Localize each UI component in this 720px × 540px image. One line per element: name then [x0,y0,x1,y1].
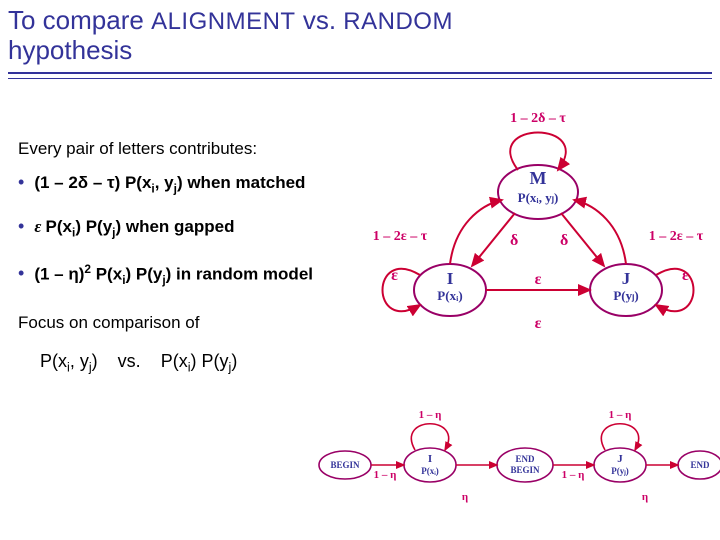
node-ri-prob: P(xᵢ) [421,466,439,476]
edge-j-m [574,200,626,264]
bullet-2-text: ε P(xi) P(yj) when gapped [34,217,234,239]
edge-i-self-label: 1 – 2ε – τ [373,229,428,244]
compare-line: P(xi, yj) vs. P(xi) P(yj) [40,351,720,375]
edge-j-self-label: 1 – 2ε – τ [649,229,704,244]
title-caps1: ALIGNMENT [151,8,296,35]
b3-sup: 2 [84,262,91,276]
node-i-label: I [447,269,454,288]
edge-m-j-label: δ [560,232,568,249]
title-caps2: RANDOM [343,8,453,35]
bullet-1-text: (1 – 2δ – τ) P(xi, yj) when matched [34,173,305,195]
edge-eps-left: ε [391,267,398,284]
b1-pre: (1 – 2δ – τ) P(x [34,173,151,192]
bullet-dot: • [18,173,24,191]
node-begin-label: BEGIN [330,460,360,470]
node-endbegin-label1: END [515,454,535,464]
node-j-prob: P(yⱼ) [613,288,638,303]
compare-left: P(xi, yj) [40,351,103,371]
edge-i-m [450,200,502,264]
edge-i-j-label: ε [535,271,542,288]
node-endbegin-label2: BEGIN [510,465,540,475]
cr-pre: P(x [161,351,188,371]
random-model-diagram: BEGIN I P(xᵢ) END BEGIN J P(yⱼ) END 1 – … [315,400,720,520]
eta-left: η [462,491,468,503]
edge-m-self-label: 1 – 2δ – τ [510,111,566,126]
edge-m-i [472,213,515,266]
node-rj-label: J [617,453,623,465]
b3-pre: (1 – η) [34,264,84,283]
b2-sym: ε [34,217,45,236]
edge-rj-self [601,424,638,450]
b1-mid: , y [155,173,174,192]
node-ri-label: I [428,453,432,465]
b2-post: ) when gapped [115,217,234,236]
edge-eps-bottom: ε [535,315,542,332]
node-rj-prob: P(yⱼ) [611,466,629,476]
eta-right: η [642,491,648,503]
title-mid: vs. [296,5,344,35]
cl-pre: P(x [40,351,67,371]
edge-begin-i-label: 1 – η [374,469,397,481]
b3-mid: P(x [91,264,122,283]
b1-post: ) when matched [177,173,305,192]
cl-post: ) [92,351,98,371]
node-j-label: J [622,269,631,288]
b3-mid2: ) P(y [126,264,163,283]
edge-eb-j-label: 1 – η [562,469,585,481]
node-m-prob: P(xᵢ, yⱼ) [518,190,559,205]
title-line2: hypothesis [8,35,132,65]
title-underline [8,72,712,79]
edge-m-i-label: δ [510,232,518,249]
bullet-3-text: (1 – η)2 P(xi) P(yj) in random model [34,262,313,287]
title-pre: To compare [8,5,151,35]
slide-title: To compare ALIGNMENT vs. RANDOM hypothes… [0,0,720,70]
cl-mid: , y [70,351,89,371]
alignment-hmm-diagram: M P(xᵢ, yⱼ) I P(xᵢ) J P(yⱼ) 1 – 2δ – τ 1… [360,110,715,340]
node-m-label: M [530,168,547,188]
node-end-label: END [690,460,710,470]
bullet-dot: • [18,217,24,235]
cr-post: ) [231,351,237,371]
edge-rj-self-label: 1 – η [609,409,632,421]
cr-mid: ) P(y [191,351,229,371]
b2-pre: P(x [46,217,72,236]
b2-mid: ) P(y [75,217,112,236]
compare-vs: vs. [118,351,141,371]
b3-post: ) in random model [166,264,313,283]
edge-ri-self-label: 1 – η [419,409,442,421]
compare-right: P(xi) P(yj) [161,351,238,371]
node-i-prob: P(xᵢ) [437,288,462,303]
edge-eps-right: ε [682,267,689,284]
edge-ri-self [411,424,448,450]
bullet-dot: • [18,264,24,282]
